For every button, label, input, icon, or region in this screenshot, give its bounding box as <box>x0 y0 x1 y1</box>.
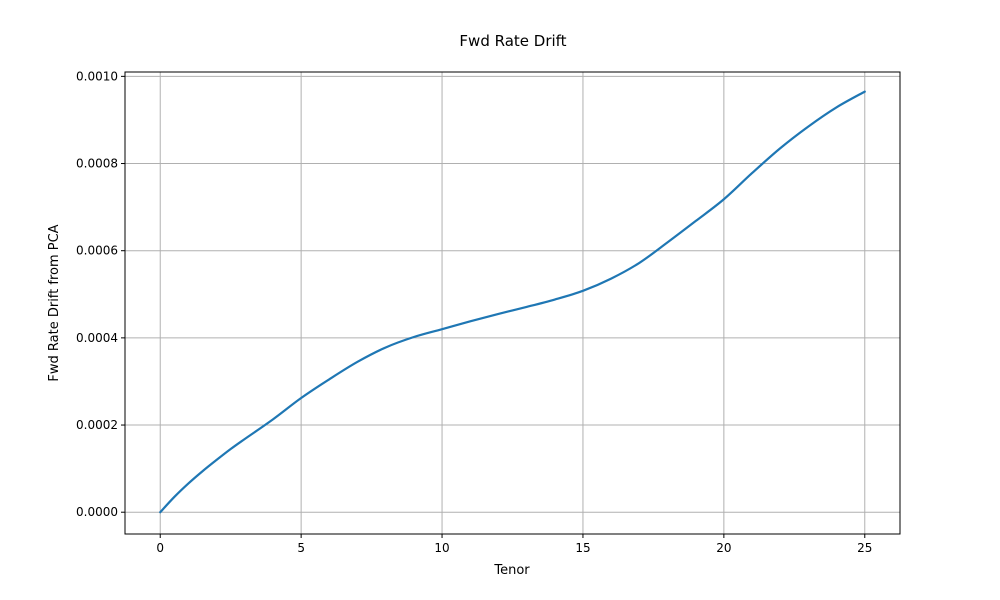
data-series <box>159 90 866 514</box>
x-axis-ticks: 0 5 10 15 20 25 <box>156 534 872 555</box>
plot-area-frame <box>124 71 901 535</box>
x-tick-label: 20 <box>716 541 731 555</box>
y-tick-label: 0.0006 <box>76 244 118 258</box>
y-tick-label: 0.0004 <box>76 331 118 345</box>
y-tick-label: 0.0008 <box>76 157 118 171</box>
y-tick-label: 0.0000 <box>76 505 118 519</box>
grid-lines <box>125 72 900 534</box>
x-tick-label: 10 <box>434 541 449 555</box>
y-tick-label: 0.0002 <box>76 418 118 432</box>
y-axis-label: Fwd Rate Drift from PCA <box>47 224 62 381</box>
x-axis-label: Tenor <box>493 563 530 578</box>
series-line <box>159 90 866 514</box>
x-tick-label: 15 <box>575 541 590 555</box>
x-tick-label: 0 <box>156 541 164 555</box>
x-tick-label: 5 <box>297 541 305 555</box>
x-tick-label: 25 <box>857 541 872 555</box>
chart-title: Fwd Rate Drift <box>459 32 566 50</box>
y-tick-label: 0.0010 <box>76 69 118 83</box>
y-axis-ticks: 0.0000 0.0002 0.0004 0.0006 0.0008 0.0010 <box>76 69 125 519</box>
